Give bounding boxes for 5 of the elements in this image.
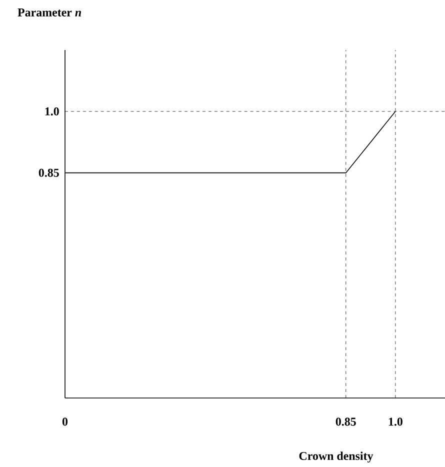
x-tick-label: 0.85 (336, 418, 356, 426)
x-tick-label: 1.0 (388, 418, 402, 426)
x-tick-label: 0 (62, 418, 68, 426)
y-axis-title: Parameter n (18, 8, 81, 16)
x-axis-title: Crown density (299, 452, 374, 462)
